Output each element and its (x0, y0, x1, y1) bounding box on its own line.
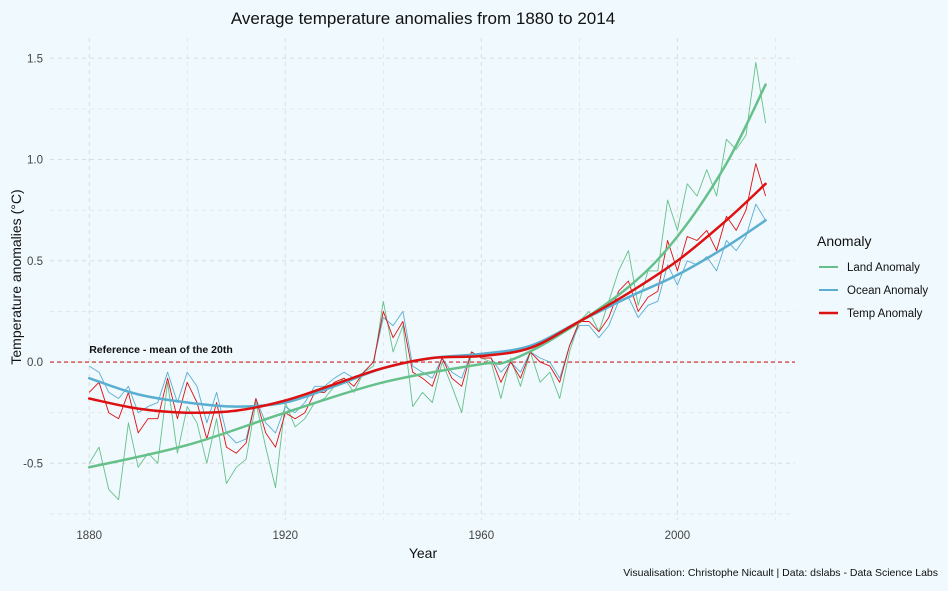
legend-label: Temp Anomaly (847, 308, 923, 320)
trend-series-group (87, 83, 767, 469)
y-tick-label: 0.5 (27, 256, 43, 268)
y-tick-label: 1.5 (27, 53, 43, 65)
reference-line-group: Reference - mean of the 20th (50, 344, 795, 363)
trend-line-land-anomaly (87, 83, 767, 469)
axes-group: 1880 1920 1960 2000 -0.5 0.0 0.5 1.0 1.5 (23, 53, 690, 542)
x-axis-label: Year (409, 545, 438, 561)
chart-title: Average temperature anomalies from 1880 … (231, 9, 615, 28)
series-line-temp-anomaly (88, 163, 767, 454)
x-tick-label: 1880 (76, 530, 102, 542)
trend-line-temp-anomaly (87, 182, 767, 415)
x-tick-label: 2000 (665, 530, 691, 542)
legend-title: Anomaly (817, 233, 871, 249)
series-line-ocean-anomaly (88, 203, 766, 444)
y-axis-label: Temperature anomalies (°C) (8, 189, 24, 364)
series-line-land-anomaly (88, 61, 767, 501)
trend-line-ocean-anomaly (87, 219, 767, 408)
legend: Anomaly Land Anomaly Ocean Anomaly Temp An… (817, 233, 928, 320)
y-tick-label: 1.0 (27, 155, 43, 167)
x-tick-label: 1920 (272, 530, 298, 542)
grid (50, 38, 795, 520)
y-tick-label: -0.5 (23, 458, 43, 470)
x-tick-label: 1960 (469, 530, 495, 542)
reference-label: Reference - mean of the 20th (89, 344, 233, 356)
caption: Visualisation: Christophe Nicault | Data… (623, 567, 938, 579)
y-tick-label: 0.0 (27, 357, 43, 369)
legend-label: Ocean Anomaly (847, 285, 928, 297)
legend-label: Land Anomaly (847, 262, 920, 274)
